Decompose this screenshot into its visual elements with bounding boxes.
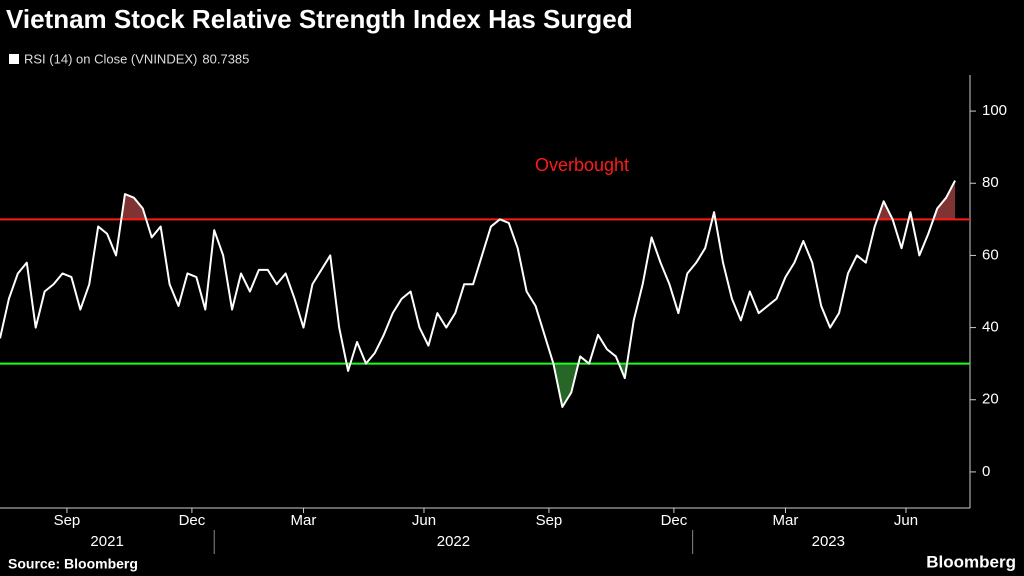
year-label: 2022 [437, 533, 470, 550]
rsi-line [0, 180, 956, 408]
x-tick-label: Sep [54, 512, 81, 529]
y-tick-label: 0 [982, 463, 990, 480]
legend-value: 80.7385 [202, 51, 249, 66]
x-tick-label: Jun [894, 512, 918, 529]
year-label: 2023 [812, 533, 845, 550]
reference-label: Overbought [535, 155, 629, 175]
x-tick-label: Dec [179, 512, 206, 529]
x-tick-label: Mar [291, 512, 317, 529]
x-tick-label: Jun [412, 512, 436, 529]
y-tick-label: 100 [982, 102, 1007, 119]
y-tick-label: 40 [982, 319, 999, 336]
brand: Bloomberg [926, 552, 1016, 571]
y-tick-label: 20 [982, 391, 999, 408]
y-tick-label: 60 [982, 246, 999, 263]
y-tick-label: 80 [982, 174, 999, 191]
source: Source: Bloomberg [8, 556, 138, 572]
year-label: 2021 [90, 533, 123, 550]
x-tick-label: Mar [773, 512, 799, 529]
legend-swatch [9, 54, 19, 64]
legend-label: RSI (14) on Close (VNINDEX) [24, 51, 197, 66]
x-tick-label: Sep [536, 512, 563, 529]
x-tick-label: Dec [661, 512, 688, 529]
chart-title: Vietnam Stock Relative Strength Index Ha… [6, 4, 633, 34]
